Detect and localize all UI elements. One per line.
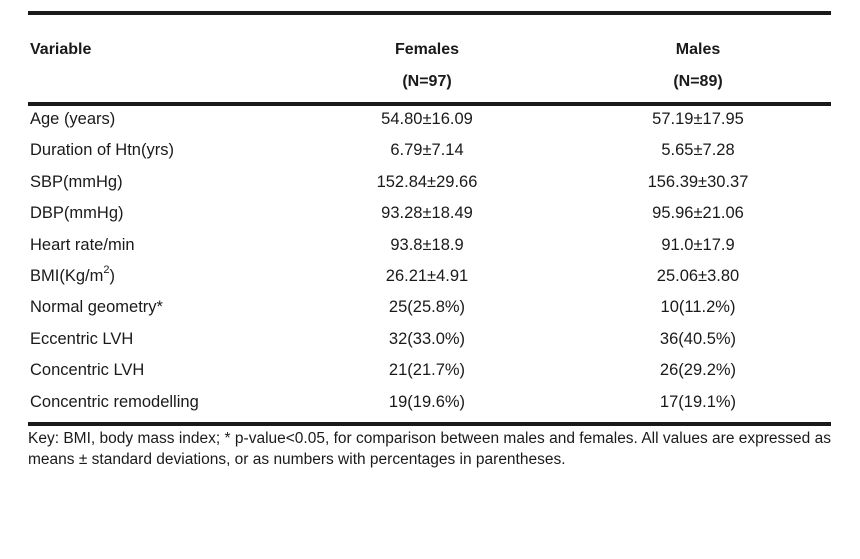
table-row: SBP(mmHg) 152.84±29.66 156.39±30.37 [0, 167, 860, 198]
row-variable-superscript: 2 [103, 264, 110, 277]
row-males-value: 95.96±21.06 [652, 204, 744, 223]
row-variable: Duration of Htn(yrs) [30, 141, 174, 160]
table-top-rule [28, 11, 831, 15]
row-males-value: 156.39±30.37 [647, 172, 749, 191]
row-variable: Age (years) [30, 110, 116, 128]
row-variable: Concentric LVH [30, 361, 145, 380]
table-row: Concentric remodelling 19(19.6%) 17(19.1… [0, 387, 860, 418]
table-body: Age (years) 54.80±16.09 57.19±17.95 Dura… [0, 104, 860, 418]
row-females-value: 19(19.6%) [388, 392, 466, 411]
table-bottom-rule [28, 422, 831, 426]
row-variable-prefix: BMI(Kg/m [30, 266, 104, 285]
row-variable-suffix: ) [109, 266, 115, 285]
row-females-value: 25(25.8%) [388, 298, 466, 317]
row-males-value: 25.06±3.80 [656, 266, 740, 285]
row-variable: DBP(mmHg) [30, 204, 124, 223]
row-variable: Eccentric LVH [30, 329, 134, 348]
header-females: Females [394, 41, 460, 58]
table-row: Concentric LVH 21(21.7%) 26(29.2%) [0, 355, 860, 386]
header-variable: Variable [30, 41, 92, 58]
row-females-value: 6.79±7.14 [390, 141, 464, 160]
table-key-note: Key: BMI, body mass index; * p-value<0.0… [28, 430, 831, 468]
row-females-value: 54.80±16.09 [381, 110, 473, 128]
row-males-value: 57.19±17.95 [652, 110, 744, 128]
table-row: Eccentric LVH 32(33.0%) 36(40.5%) [0, 324, 860, 355]
row-males-value: 5.65±7.28 [661, 141, 735, 160]
row-variable: BMI(Kg/m2) [30, 265, 115, 287]
row-males-value: 17(19.1%) [659, 392, 737, 411]
row-females-value: 93.28±18.49 [381, 204, 473, 223]
table-row: Normal geometry* 25(25.8%) 10(11.2%) [0, 292, 860, 323]
row-females-value: 93.8±18.9 [390, 235, 464, 254]
row-variable: Normal geometry* [30, 298, 163, 317]
row-variable: SBP(mmHg) [30, 172, 123, 191]
table-header-rule [28, 102, 831, 106]
row-males-value: 26(29.2%) [659, 361, 737, 380]
table-row: Age (years) 54.80±16.09 57.19±17.95 [0, 104, 860, 135]
row-variable: Heart rate/min [30, 235, 135, 254]
table-row: Heart rate/min 93.8±18.9 91.0±17.9 [0, 230, 860, 261]
row-females-value: 26.21±4.91 [385, 266, 469, 285]
row-females-value: 32(33.0%) [388, 329, 466, 348]
table-row: Duration of Htn(yrs) 6.79±7.14 5.65±7.28 [0, 135, 860, 166]
header-males: Males [675, 41, 721, 58]
row-males-value: 36(40.5%) [659, 329, 737, 348]
row-females-value: 152.84±29.66 [376, 172, 478, 191]
row-females-value: 21(21.7%) [388, 361, 466, 380]
header-males-n: (N=89) [673, 73, 723, 90]
table-row: BMI(Kg/m2) 26.21±4.91 25.06±3.80 [0, 261, 860, 292]
header-females-n: (N=97) [402, 73, 452, 90]
table-row: DBP(mmHg) 93.28±18.49 95.96±21.06 [0, 198, 860, 229]
row-males-value: 91.0±17.9 [661, 235, 735, 254]
row-variable: Concentric remodelling [30, 392, 199, 411]
row-males-value: 10(11.2%) [660, 298, 736, 317]
